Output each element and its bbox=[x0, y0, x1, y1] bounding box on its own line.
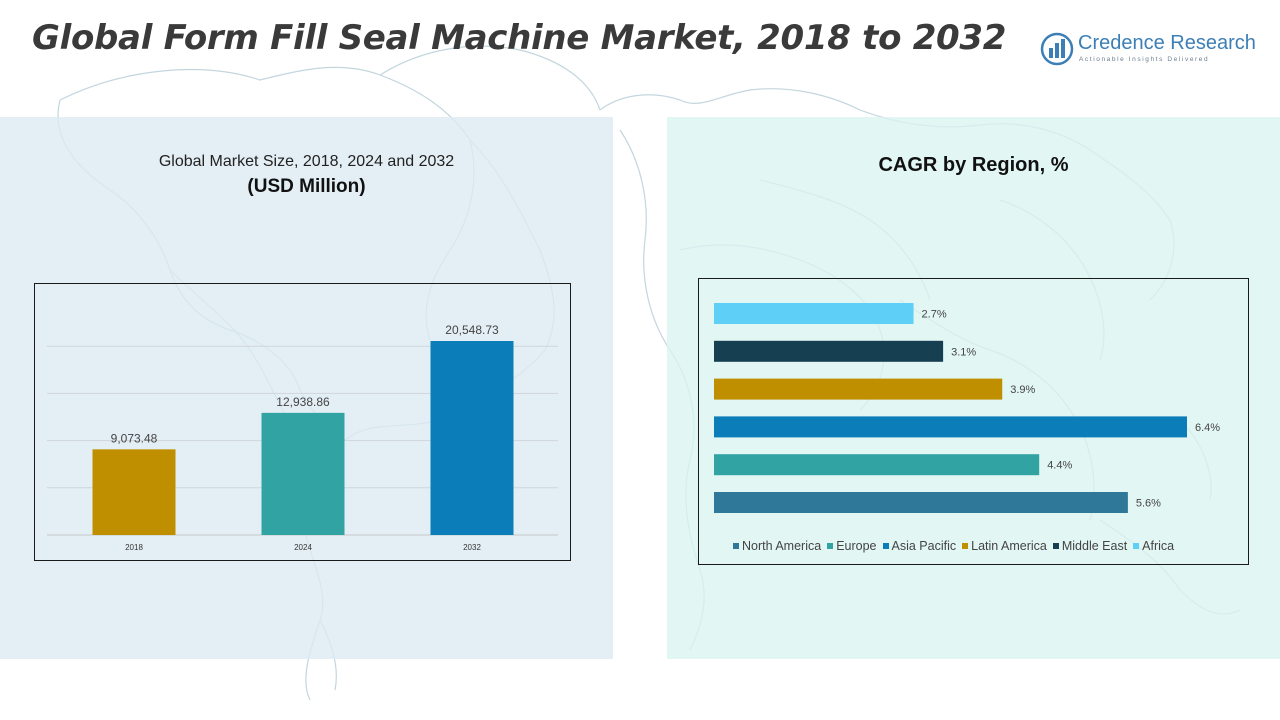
legend-swatch bbox=[733, 543, 739, 549]
data-label: 6.4% bbox=[1195, 422, 1220, 434]
cagr-legend: North America Europe Asia Pacific Latin Ame… bbox=[733, 538, 1223, 554]
x-tick-label: 2018 bbox=[125, 543, 143, 552]
data-label: 9,073.48 bbox=[111, 431, 158, 445]
legend-item: Asia Pacific bbox=[882, 539, 957, 553]
x-tick-label: 2024 bbox=[294, 543, 312, 552]
cagr-bar-chart: 2.7% 3.1% 3.9% 6.4% 4.4% 5.6% bbox=[714, 303, 1220, 513]
market-size-chart: 9,073.48 2018 12,938.86 2024 20,548.73 2032 bbox=[34, 283, 571, 561]
market-size-chart-title: Global Market Size, 2018, 2024 and 2032 bbox=[158, 153, 455, 170]
legend-swatch bbox=[827, 543, 834, 549]
legend-item: Latin America bbox=[962, 539, 1047, 553]
market-size-chart-subtitle: (USD Million) bbox=[247, 176, 366, 197]
legend-swatch bbox=[962, 543, 969, 549]
legend-label: Middle East bbox=[1061, 539, 1128, 553]
bar-africa bbox=[714, 303, 914, 324]
data-label: 20,548.73 bbox=[445, 323, 499, 337]
bar-2032 bbox=[430, 341, 514, 535]
bar-2024 bbox=[261, 412, 345, 535]
legend-label: Latin America bbox=[971, 539, 1047, 553]
cagr-chart: 2.7% 3.1% 3.9% 6.4% 4.4% 5.6% bbox=[698, 278, 1249, 565]
bar-middle-east bbox=[714, 340, 944, 362]
x-tick-label: 2032 bbox=[463, 543, 481, 552]
cagr-chart-title: CAGR by Region, % bbox=[878, 154, 1069, 176]
page-title: Global Form Fill Seal Machine Market, 20… bbox=[32, 18, 1007, 58]
bar-chart-logo-icon bbox=[1040, 32, 1074, 66]
data-label: 5.6% bbox=[1136, 498, 1161, 510]
legend-label: Asia Pacific bbox=[891, 539, 957, 553]
bar-2018 bbox=[92, 449, 176, 535]
bar-north-america bbox=[714, 492, 1128, 513]
data-label: 3.1% bbox=[951, 346, 976, 358]
bar-asia-pacific bbox=[714, 416, 1187, 438]
legend-swatch bbox=[1133, 543, 1140, 549]
legend-label: Europe bbox=[836, 539, 877, 553]
brand-name: Credence Research bbox=[1078, 32, 1256, 54]
legend-item: Middle East bbox=[1052, 539, 1128, 553]
data-label: 12,938.86 bbox=[276, 395, 330, 409]
bar-latin-america bbox=[714, 378, 1003, 400]
market-size-bar-chart: 9,073.48 2018 12,938.86 2024 20,548.73 2032 bbox=[47, 323, 558, 552]
legend-label: Africa bbox=[1142, 539, 1175, 553]
bar-europe bbox=[714, 454, 1040, 476]
legend-item: North America bbox=[733, 539, 821, 553]
data-label: 4.4% bbox=[1047, 460, 1072, 472]
brand-tagline: Actionable Insights Delivered bbox=[1079, 56, 1210, 63]
legend-swatch bbox=[1052, 543, 1059, 549]
legend-label: North America bbox=[742, 539, 822, 553]
legend-item: Europe bbox=[827, 539, 877, 553]
data-label: 2.7% bbox=[922, 309, 947, 321]
data-label: 3.9% bbox=[1010, 384, 1035, 396]
legend-swatch bbox=[882, 543, 889, 549]
legend-item: Africa bbox=[1133, 539, 1174, 553]
brand-logo: Credence Research Actionable Insights De… bbox=[1040, 30, 1260, 70]
